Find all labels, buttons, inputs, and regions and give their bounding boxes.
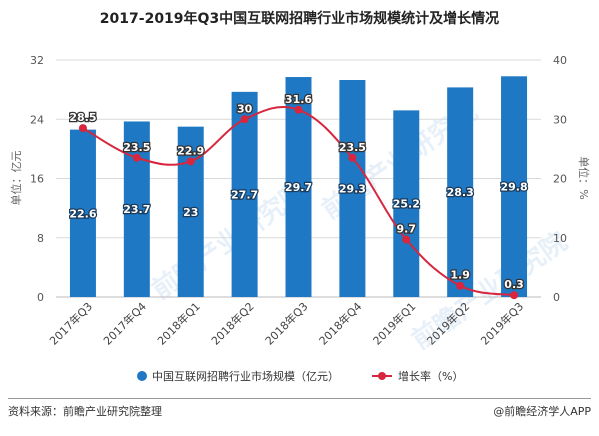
y-left-tick-label: 24 bbox=[30, 113, 44, 126]
x-tick-label: 2018年Q3 bbox=[262, 299, 311, 348]
growth-point bbox=[78, 124, 87, 133]
line-value-label: 23.5 bbox=[339, 141, 366, 154]
line-value-label: 9.7 bbox=[397, 223, 417, 236]
bar-value-label: 25.2 bbox=[393, 198, 420, 211]
line-value-label: 28.5 bbox=[69, 111, 96, 124]
bar bbox=[339, 79, 366, 297]
y-right-tick-label: 20 bbox=[553, 173, 567, 186]
y-left-tick-label: 8 bbox=[37, 232, 44, 245]
bar-value-label: 23.7 bbox=[123, 203, 150, 216]
legend-bar-label: 中国互联网招聘行业市场规模（亿元） bbox=[152, 369, 339, 383]
bar-value-label: 29.7 bbox=[285, 181, 312, 194]
y-right-axis-title: 单位：% bbox=[577, 156, 591, 199]
bar-value-label: 29.3 bbox=[339, 182, 366, 195]
x-tick-label: 2017年Q4 bbox=[100, 299, 149, 348]
y-left-tick-label: 16 bbox=[30, 173, 44, 186]
y-right-tick-label: 0 bbox=[553, 291, 560, 304]
y-left-axis-title: 单位：亿元 bbox=[9, 151, 23, 206]
bar-value-label: 23 bbox=[183, 206, 198, 219]
chart-area: 前瞻产业研究院前瞻产业研究院前瞻产业研究院08162432010203040单位… bbox=[9, 54, 591, 383]
bar bbox=[447, 87, 474, 297]
line-value-label: 23.5 bbox=[123, 141, 150, 154]
line-value-label: 22.9 bbox=[177, 144, 204, 157]
y-right-tick-label: 30 bbox=[553, 113, 567, 126]
growth-point bbox=[132, 153, 141, 162]
brand-credit: @前瞻经济学人APP bbox=[493, 405, 591, 418]
legend-bar-marker bbox=[137, 371, 147, 381]
growth-point bbox=[348, 153, 357, 162]
line-value-label: 30 bbox=[237, 102, 253, 115]
legend-line-marker bbox=[378, 372, 386, 380]
x-tick-label: 2018年Q1 bbox=[154, 299, 203, 348]
growth-point bbox=[456, 281, 465, 290]
bar bbox=[231, 91, 258, 297]
y-right-tick-label: 10 bbox=[553, 232, 567, 245]
growth-point bbox=[294, 105, 303, 114]
bar-value-label: 29.8 bbox=[500, 181, 527, 194]
growth-point bbox=[240, 115, 249, 124]
bar bbox=[393, 110, 420, 297]
source-note: 资料来源：前瞻产业研究院整理 bbox=[8, 405, 162, 418]
x-tick-label: 2018年Q4 bbox=[316, 299, 365, 348]
growth-point bbox=[402, 235, 411, 244]
bar-value-label: 28.3 bbox=[447, 186, 474, 199]
x-tick-label: 2017年Q3 bbox=[47, 299, 96, 348]
growth-point bbox=[510, 291, 519, 300]
y-left-tick-label: 32 bbox=[30, 54, 44, 67]
footer-divider bbox=[8, 398, 591, 399]
line-value-label: 1.9 bbox=[450, 269, 470, 282]
bar-value-label: 27.7 bbox=[231, 188, 258, 201]
line-value-label: 31.6 bbox=[285, 93, 312, 106]
chart-title: 2017-2019年Q3中国互联网招聘行业市场规模统计及增长情况 bbox=[99, 11, 500, 27]
x-tick-label: 2019年Q1 bbox=[370, 299, 419, 348]
y-right-tick-label: 40 bbox=[553, 54, 567, 67]
growth-point bbox=[186, 157, 195, 166]
bar bbox=[69, 129, 96, 297]
legend-line-label: 增长率（%） bbox=[398, 369, 463, 383]
bar bbox=[177, 126, 204, 297]
bar-value-label: 22.6 bbox=[69, 207, 96, 220]
bar bbox=[501, 76, 528, 297]
line-value-label: 0.3 bbox=[504, 278, 524, 291]
bar bbox=[123, 121, 150, 297]
x-tick-label: 2018年Q2 bbox=[208, 299, 257, 348]
y-left-tick-label: 0 bbox=[37, 291, 44, 304]
